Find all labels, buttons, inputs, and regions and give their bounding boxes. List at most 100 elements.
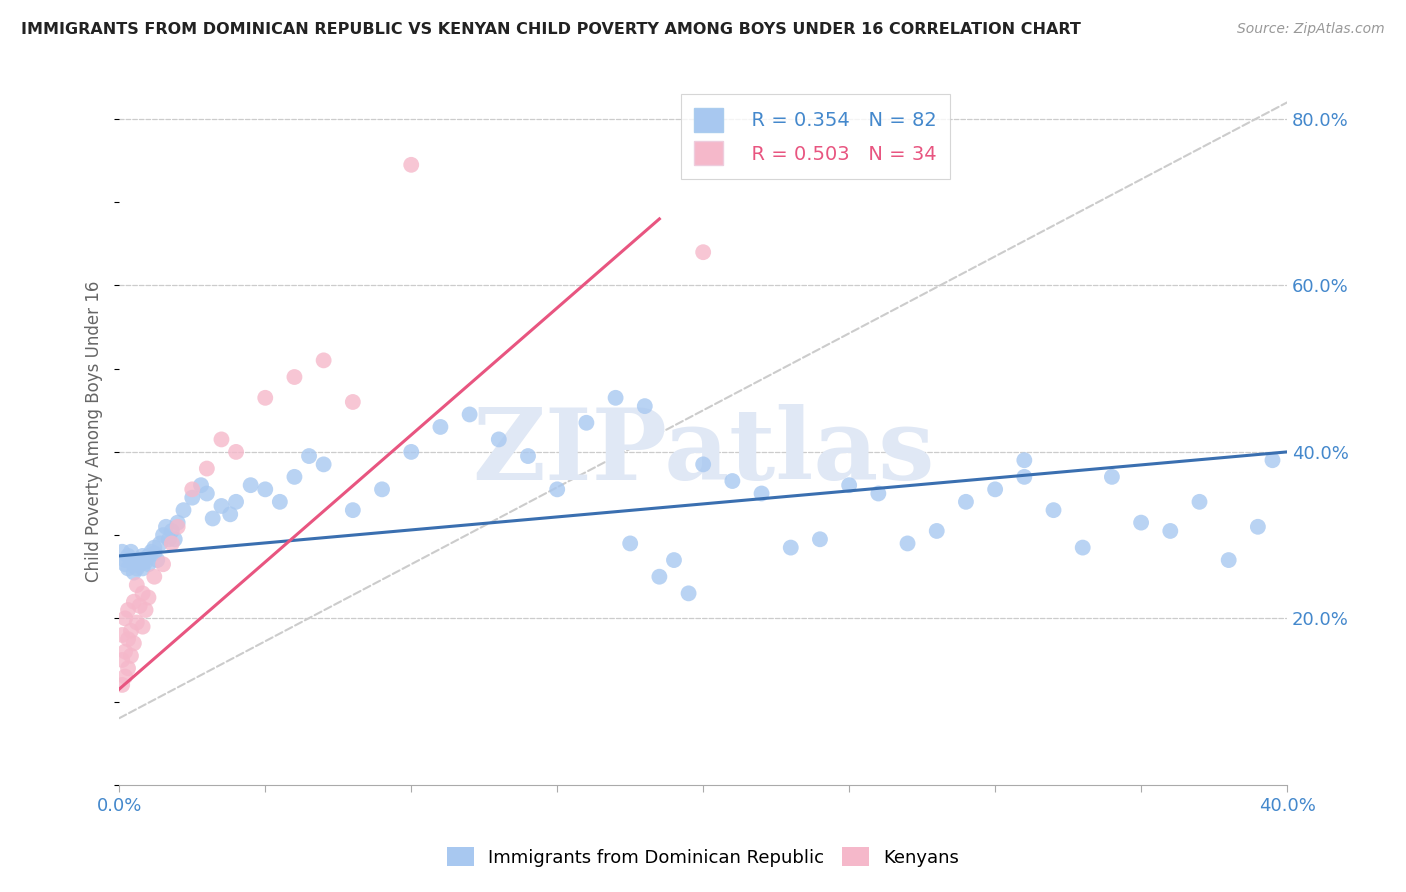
- Point: [1071, 541, 1094, 555]
- Point: [1014, 453, 1036, 467]
- Point: [1014, 470, 1036, 484]
- Point: [190, 478, 212, 492]
- Point: [1042, 503, 1064, 517]
- Point: [111, 653, 134, 667]
- Point: [298, 449, 321, 463]
- Point: [678, 586, 700, 600]
- Point: [312, 353, 335, 368]
- Legend: Immigrants from Dominican Republic, Kenyans: Immigrants from Dominican Republic, Keny…: [439, 840, 967, 874]
- Point: [648, 570, 671, 584]
- Point: [219, 508, 242, 522]
- Point: [181, 491, 204, 505]
- Point: [692, 245, 714, 260]
- Point: [157, 533, 180, 547]
- Point: [634, 399, 657, 413]
- Point: [458, 408, 481, 422]
- Point: [128, 599, 150, 613]
- Point: [131, 549, 153, 563]
- Point: [1247, 520, 1270, 534]
- Point: [488, 433, 510, 447]
- Point: [125, 578, 148, 592]
- Point: [1188, 495, 1211, 509]
- Point: [751, 486, 773, 500]
- Point: [125, 558, 148, 572]
- Text: IMMIGRANTS FROM DOMINICAN REPUBLIC VS KENYAN CHILD POVERTY AMONG BOYS UNDER 16 C: IMMIGRANTS FROM DOMINICAN REPUBLIC VS KE…: [21, 22, 1081, 37]
- Point: [152, 558, 174, 572]
- Point: [120, 553, 142, 567]
- Point: [160, 536, 183, 550]
- Point: [166, 520, 188, 534]
- Point: [808, 533, 831, 547]
- Point: [225, 495, 247, 509]
- Y-axis label: Child Poverty Among Boys Under 16: Child Poverty Among Boys Under 16: [86, 280, 103, 582]
- Point: [122, 566, 145, 580]
- Point: [312, 458, 335, 472]
- Point: [1159, 524, 1181, 538]
- Point: [122, 595, 145, 609]
- Point: [605, 391, 627, 405]
- Point: [429, 420, 451, 434]
- Point: [517, 449, 540, 463]
- Point: [128, 558, 150, 572]
- Point: [399, 158, 422, 172]
- Point: [135, 603, 157, 617]
- Point: [721, 474, 744, 488]
- Point: [120, 545, 142, 559]
- Point: [120, 624, 142, 638]
- Point: [575, 416, 598, 430]
- Text: Source: ZipAtlas.com: Source: ZipAtlas.com: [1237, 22, 1385, 37]
- Point: [146, 553, 169, 567]
- Point: [117, 561, 139, 575]
- Point: [868, 486, 890, 500]
- Point: [138, 549, 160, 563]
- Point: [283, 470, 305, 484]
- Point: [117, 603, 139, 617]
- Point: [254, 483, 277, 497]
- Point: [135, 555, 157, 569]
- Text: ZIPatlas: ZIPatlas: [472, 404, 935, 500]
- Point: [128, 553, 150, 567]
- Point: [225, 445, 247, 459]
- Point: [114, 645, 136, 659]
- Point: [1261, 453, 1284, 467]
- Point: [1218, 553, 1240, 567]
- Point: [117, 632, 139, 647]
- Point: [117, 549, 139, 563]
- Point: [546, 483, 568, 497]
- Point: [149, 536, 172, 550]
- Point: [173, 503, 195, 517]
- Point: [269, 495, 291, 509]
- Point: [254, 391, 277, 405]
- Point: [283, 370, 305, 384]
- Point: [163, 533, 186, 547]
- Point: [195, 461, 218, 475]
- Point: [120, 648, 142, 663]
- Point: [131, 561, 153, 575]
- Point: [342, 503, 364, 517]
- Legend:   R = 0.354   N = 82,   R = 0.503   N = 34: R = 0.354 N = 82, R = 0.503 N = 34: [681, 95, 950, 178]
- Point: [371, 483, 394, 497]
- Point: [125, 561, 148, 575]
- Point: [152, 528, 174, 542]
- Point: [166, 516, 188, 530]
- Point: [143, 546, 166, 560]
- Point: [181, 483, 204, 497]
- Point: [117, 661, 139, 675]
- Point: [141, 545, 163, 559]
- Point: [692, 458, 714, 472]
- Point: [925, 524, 948, 538]
- Point: [984, 483, 1007, 497]
- Point: [131, 586, 153, 600]
- Point: [838, 478, 860, 492]
- Point: [122, 553, 145, 567]
- Point: [114, 558, 136, 572]
- Point: [896, 536, 918, 550]
- Point: [155, 520, 177, 534]
- Point: [138, 591, 160, 605]
- Point: [342, 395, 364, 409]
- Point: [1101, 470, 1123, 484]
- Point: [138, 558, 160, 572]
- Point: [619, 536, 641, 550]
- Point: [955, 495, 977, 509]
- Point: [1130, 516, 1153, 530]
